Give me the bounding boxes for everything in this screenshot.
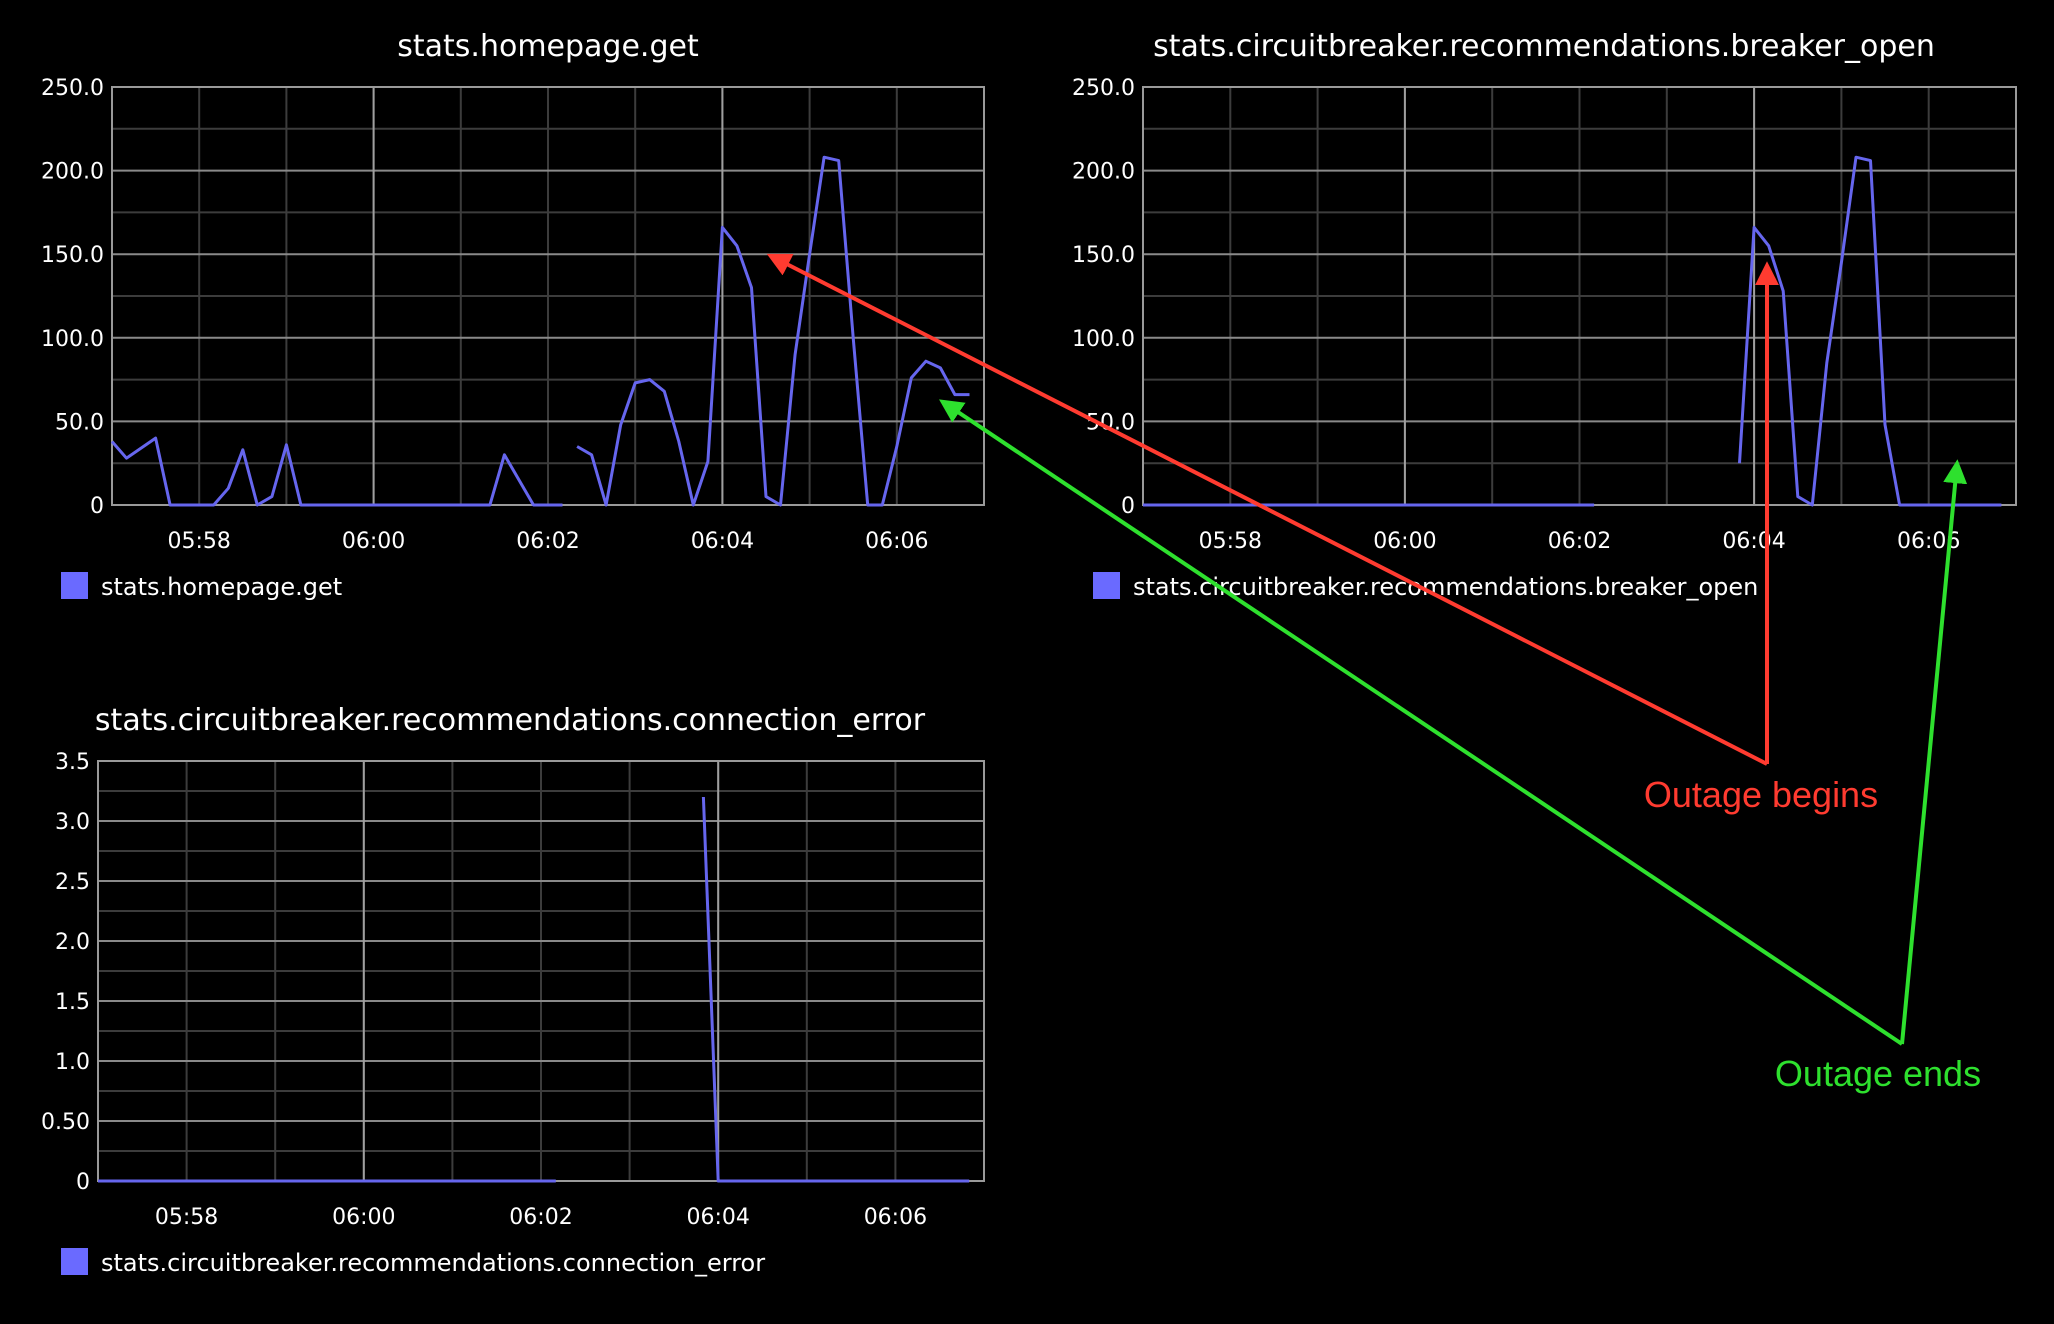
series-line <box>110 436 563 507</box>
x-tick-label: 06:04 <box>691 529 754 554</box>
y-tick-label: 150.0 <box>1072 243 1135 268</box>
legend-label: stats.homepage.get <box>101 573 342 601</box>
x-tick-label: 06:02 <box>1548 529 1611 554</box>
x-tick-label: 06:04 <box>1722 529 1785 554</box>
y-tick-label: 3.0 <box>55 810 90 835</box>
legend-swatch <box>1093 572 1120 599</box>
y-tick-label: 150.0 <box>41 243 104 268</box>
homepage-get-chart: stats.homepage.get 0 50.0 100.0 150.0 200.0 25… <box>41 29 985 601</box>
y-tick-label: 50.0 <box>1086 410 1135 435</box>
legend-swatch <box>61 572 88 599</box>
x-tick-label: 05:58 <box>155 1205 218 1230</box>
outage-ends-label: Outage ends <box>1775 1053 1981 1094</box>
y-tick-label: 3.5 <box>55 750 90 775</box>
chart-title: stats.homepage.get <box>397 29 699 64</box>
x-tick-label: 06:02 <box>516 529 579 554</box>
y-tick-label: 200.0 <box>1072 160 1135 185</box>
y-tick-label: 0 <box>76 1170 90 1195</box>
y-tick-label: 2.0 <box>55 930 90 955</box>
chart-title: stats.circuitbreaker.recommendations.bre… <box>1153 29 1935 64</box>
y-tick-label: 0 <box>90 494 104 519</box>
series-line <box>576 155 970 507</box>
y-tick-label: 200.0 <box>41 160 104 185</box>
series-line <box>1738 155 2002 507</box>
outage-begins-label: Outage begins <box>1644 774 1878 815</box>
outage-ends-arrow-up <box>1900 459 1968 1045</box>
y-tick-label: 0.50 <box>41 1110 90 1135</box>
y-tick-label: 250.0 <box>1072 76 1135 101</box>
x-tick-label: 06:00 <box>332 1205 395 1230</box>
chart-title: stats.circuitbreaker.recommendations.con… <box>95 703 926 738</box>
connection-error-chart: stats.circuitbreaker.recommendations.con… <box>41 703 985 1277</box>
y-tick-label: 1.5 <box>55 990 90 1015</box>
x-tick-label: 06:04 <box>686 1205 749 1230</box>
y-tick-label: 0 <box>1121 494 1135 519</box>
x-tick-label: 06:00 <box>342 529 405 554</box>
y-tick-label: 2.5 <box>55 870 90 895</box>
y-tick-label: 1.0 <box>55 1050 90 1075</box>
outage-begins-arrow-left <box>766 253 1768 766</box>
annotation-layer: Outage begins Outage ends <box>766 253 1981 1094</box>
breaker-open-chart: stats.circuitbreaker.recommendations.bre… <box>1072 29 2017 601</box>
x-tick-label: 05:58 <box>1199 529 1262 554</box>
x-tick-label: 06:06 <box>865 529 928 554</box>
y-tick-label: 100.0 <box>41 327 104 352</box>
legend-label: stats.circuitbreaker.recommendations.con… <box>101 1249 765 1277</box>
y-tick-label: 100.0 <box>1072 327 1135 352</box>
legend-label: stats.circuitbreaker.recommendations.bre… <box>1133 573 1758 601</box>
y-tick-label: 250.0 <box>41 76 104 101</box>
series-line <box>701 796 970 1183</box>
x-tick-label: 06:02 <box>509 1205 572 1230</box>
x-tick-label: 05:58 <box>167 529 230 554</box>
legend-swatch <box>61 1248 88 1275</box>
x-tick-label: 06:00 <box>1373 529 1436 554</box>
x-tick-label: 06:06 <box>864 1205 927 1230</box>
outage-ends-arrow-left <box>939 399 1904 1046</box>
y-tick-label: 50.0 <box>55 410 104 435</box>
